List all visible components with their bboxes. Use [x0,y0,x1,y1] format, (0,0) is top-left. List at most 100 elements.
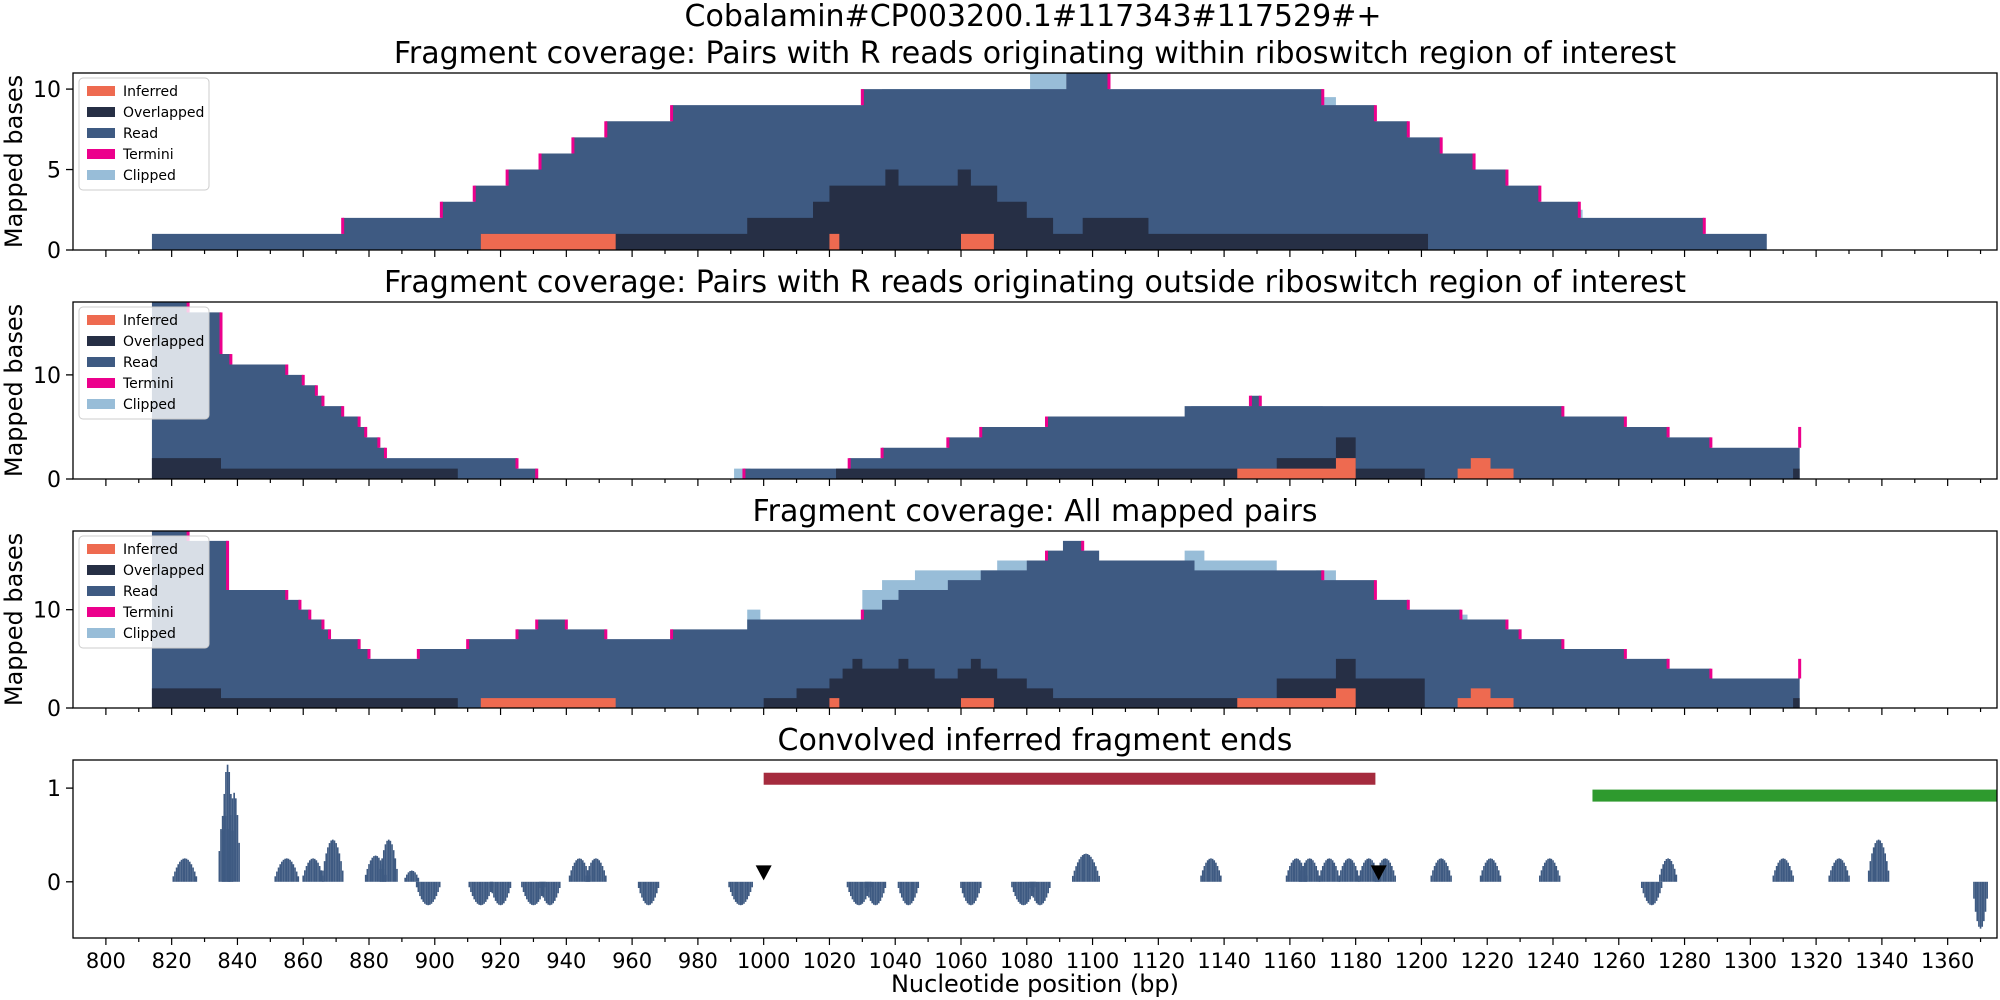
legend-label: Inferred [123,313,178,329]
fragment-end-bar [549,881,551,906]
fragment-end-bar [1839,858,1842,882]
fragment-end-bar [1294,858,1296,882]
fragment-end-bar [1032,881,1035,898]
fragment-end-bar [746,881,749,900]
fragment-end-bar [172,876,175,882]
fragment-end-bar [1307,858,1309,882]
fragment-end-bar [1047,881,1049,894]
x-tick-label: 1080 [1000,949,1053,973]
termini-mark [1439,137,1443,154]
termini-mark [219,312,223,355]
fragment-end-bar [221,830,224,882]
fragment-end-bar [1483,866,1485,882]
fragment-end-bar [335,843,337,882]
fragment-end-bar [478,881,480,905]
fragment-end-bar [850,881,852,897]
legend-swatch [87,86,115,96]
fragment-end-bar [284,858,286,882]
fragment-end-bar [1358,875,1360,882]
fragment-end-bar [304,870,306,882]
fragment-end-bar [1547,858,1549,882]
fragment-end-bar [234,798,237,882]
fragment-end-bar [384,844,387,882]
termini-mark [847,458,851,469]
fragment-end-bar [527,881,530,902]
fragment-end-bar [509,881,512,889]
fragment-end-bar [1098,875,1100,882]
fragment-end-bar [529,881,531,904]
legend-label: Inferred [123,84,178,100]
fragment-end-bar [1095,866,1097,882]
fragment-end-bar [435,881,438,897]
fragment-end-bar [1211,858,1214,882]
fragment-end-bar [1044,881,1046,901]
fragment-end-bar [1042,881,1045,904]
termini-mark [1518,629,1522,640]
fragment-end-bar [858,881,860,906]
fragment-end-bar [1446,866,1449,882]
fragment-end-bar [1539,875,1541,882]
fragment-end-bar [297,876,300,882]
inferred-area [480,688,1514,708]
fragment-end-bar [1553,862,1556,882]
fragment-end-bar [1647,881,1650,904]
fragment-end-bar [1369,858,1372,882]
termini-mark [538,153,542,170]
fragment-end-bar [1310,858,1313,882]
fragment-end-bar [1833,862,1836,882]
fragment-end-bar [1029,881,1031,889]
fragment-end-bar [1871,853,1873,882]
fragment-end-bar [1374,875,1377,882]
fragment-end-bar [1550,858,1553,882]
fragment-end-bar [598,860,601,882]
fragment-end-bar [313,858,316,882]
fragment-end-bar [276,871,278,882]
fragment-end-bar [1039,881,1041,906]
x-tick-label: 860 [283,949,323,973]
axes-frame [72,301,1998,480]
fragment-end-bar [1442,858,1444,882]
x-tick-label: 940 [546,949,586,973]
termini-mark [564,619,568,630]
fragment-end-bar [866,881,869,894]
legend-label: Termini [122,376,174,392]
fragment-end-bar [1667,858,1669,882]
fragment-end-bar [1024,881,1026,905]
termini-mark [1373,580,1377,600]
termini-mark [860,89,864,106]
fragment-end-bar [521,881,523,888]
fragment-end-bar [593,858,596,882]
fragment-end-bar [1486,860,1489,882]
fragment-end-bar [341,870,344,882]
fragment-end-bar [897,881,900,889]
termini-mark [314,385,318,396]
fragment-end-bar [733,881,735,900]
fragment-end-bar [1874,843,1877,882]
fragment-end-bar [1321,866,1324,882]
fragment-end-bar [1341,866,1344,882]
termini-mark [1623,649,1627,659]
fragment-end-bar [973,881,975,904]
x-tick-label: 1180 [1329,949,1382,973]
panel-convolved-ends: Convolved inferred fragment ends 0 1 800 820… [47,723,1998,973]
termini-mark [1798,658,1802,679]
fragment-end-bar [1093,862,1096,882]
fragment-end-bar [1440,858,1442,882]
y-tick-label: 10 [33,599,61,624]
fragment-end-bar [317,862,319,882]
fragment-end-bar [193,871,196,882]
fragment-end-bar [180,859,183,882]
fragment-end-bar [1499,875,1502,882]
fragment-end-bar [503,881,505,904]
fragment-end-bar [1349,858,1352,882]
riboswitch-bar [763,772,1376,785]
x-tick-label: 800 [86,949,126,973]
legend-swatch [87,607,115,617]
x-tick-label: 900 [415,949,455,973]
fragment-end-bar [177,864,180,882]
fragment-end-bar [1828,875,1831,882]
fragment-end-bar [330,840,332,882]
legend-label: Overlapped [123,334,204,350]
fragment-end-bar [1387,860,1390,882]
fragment-end-bar [318,866,321,882]
